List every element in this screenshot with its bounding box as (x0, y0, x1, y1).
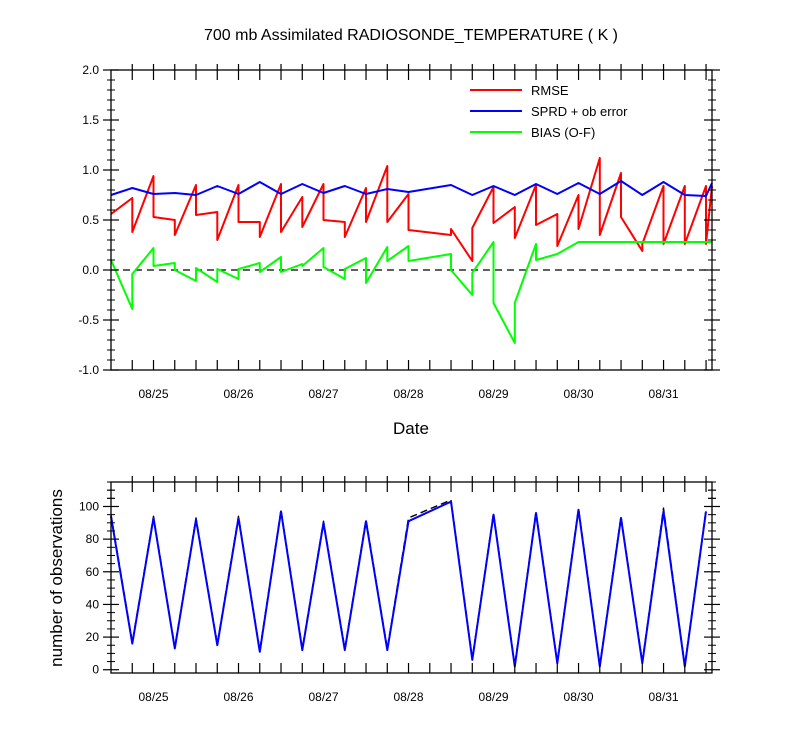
bottom-series-layer (110, 499, 707, 668)
top-y-tick-label-1-5: 1.5 (82, 113, 99, 127)
legend: RMSE SPRD + ob error BIAS (O-F) (470, 83, 628, 140)
top-x-tick-label-08-28: 08/28 (394, 387, 424, 401)
bottom-x-tick-label-08-27: 08/27 (309, 690, 339, 704)
top-y-tick-label-0-5: -0.5 (78, 313, 99, 327)
bottom-series-assimilated (110, 500, 707, 668)
bottom-plot-frame (110, 481, 713, 674)
chart-title: 700 mb Assimilated RADIOSONDE_TEMPERATUR… (204, 27, 618, 44)
bottom-y-tick-label-60: 60 (86, 565, 100, 579)
bottom-y-tick-label-0: 0 (92, 663, 99, 677)
bottom-x-tick-label-08-29: 08/29 (479, 690, 509, 704)
top-series-bias-o-f (110, 241, 712, 344)
top-y-tick-label-1-0: 1.0 (82, 163, 99, 177)
top-series-layer (110, 157, 713, 344)
bottom-y-tick-label-40: 40 (86, 597, 100, 611)
top-series-sprd-ob-error (110, 180, 713, 197)
bottom-y-tick-label-20: 20 (86, 630, 100, 644)
legend-label-sprd-ob-error: SPRD + ob error (531, 104, 628, 119)
bottom-y-tick-label-80: 80 (86, 532, 100, 546)
bottom-ticks-layer: 08/25 08/26 08/27 08/28 08/29 08/30 08/31 0 20 40… (79, 476, 720, 704)
legend-label-bias-o-f: BIAS (O-F) (531, 125, 595, 140)
top-x-tick-label-08-31: 08/31 (649, 387, 679, 401)
top-y-tick-label-2-0: 2.0 (82, 63, 99, 77)
bottom-x-tick-label-08-26: 08/26 (223, 690, 253, 704)
top-x-tick-label-08-29: 08/29 (479, 387, 509, 401)
bottom-panel: 08/25 08/26 08/27 08/28 08/29 08/30 08/31 0 20 40… (47, 476, 720, 704)
top-plot-frame (110, 69, 713, 371)
top-y-tick-label-0-5: 0.5 (82, 213, 99, 227)
top-panel: 700 mb Assimilated RADIOSONDE_TEMPERATUR… (78, 27, 720, 438)
bottom-x-tick-label-08-31: 08/31 (649, 690, 679, 704)
top-x-tick-label-08-26: 08/26 (223, 387, 253, 401)
bottom-x-tick-label-08-30: 08/30 (564, 690, 594, 704)
bottom-y-tick-label-100: 100 (79, 499, 99, 513)
top-y-tick-label-0-0: 0.0 (82, 263, 99, 277)
bottom-x-tick-label-08-28: 08/28 (394, 690, 424, 704)
bottom-x-tick-label-08-25: 08/25 (138, 690, 168, 704)
x-axis-title: Date (393, 419, 429, 438)
top-x-tick-label-08-30: 08/30 (564, 387, 594, 401)
top-x-tick-label-08-27: 08/27 (309, 387, 339, 401)
top-series-rmse (110, 157, 713, 262)
y-axis-title: number of observations (47, 489, 66, 667)
legend-label-rmse: RMSE (531, 83, 569, 98)
top-y-tick-label-1-0: -1.0 (78, 363, 99, 377)
top-x-tick-label-08-25: 08/25 (138, 387, 168, 401)
